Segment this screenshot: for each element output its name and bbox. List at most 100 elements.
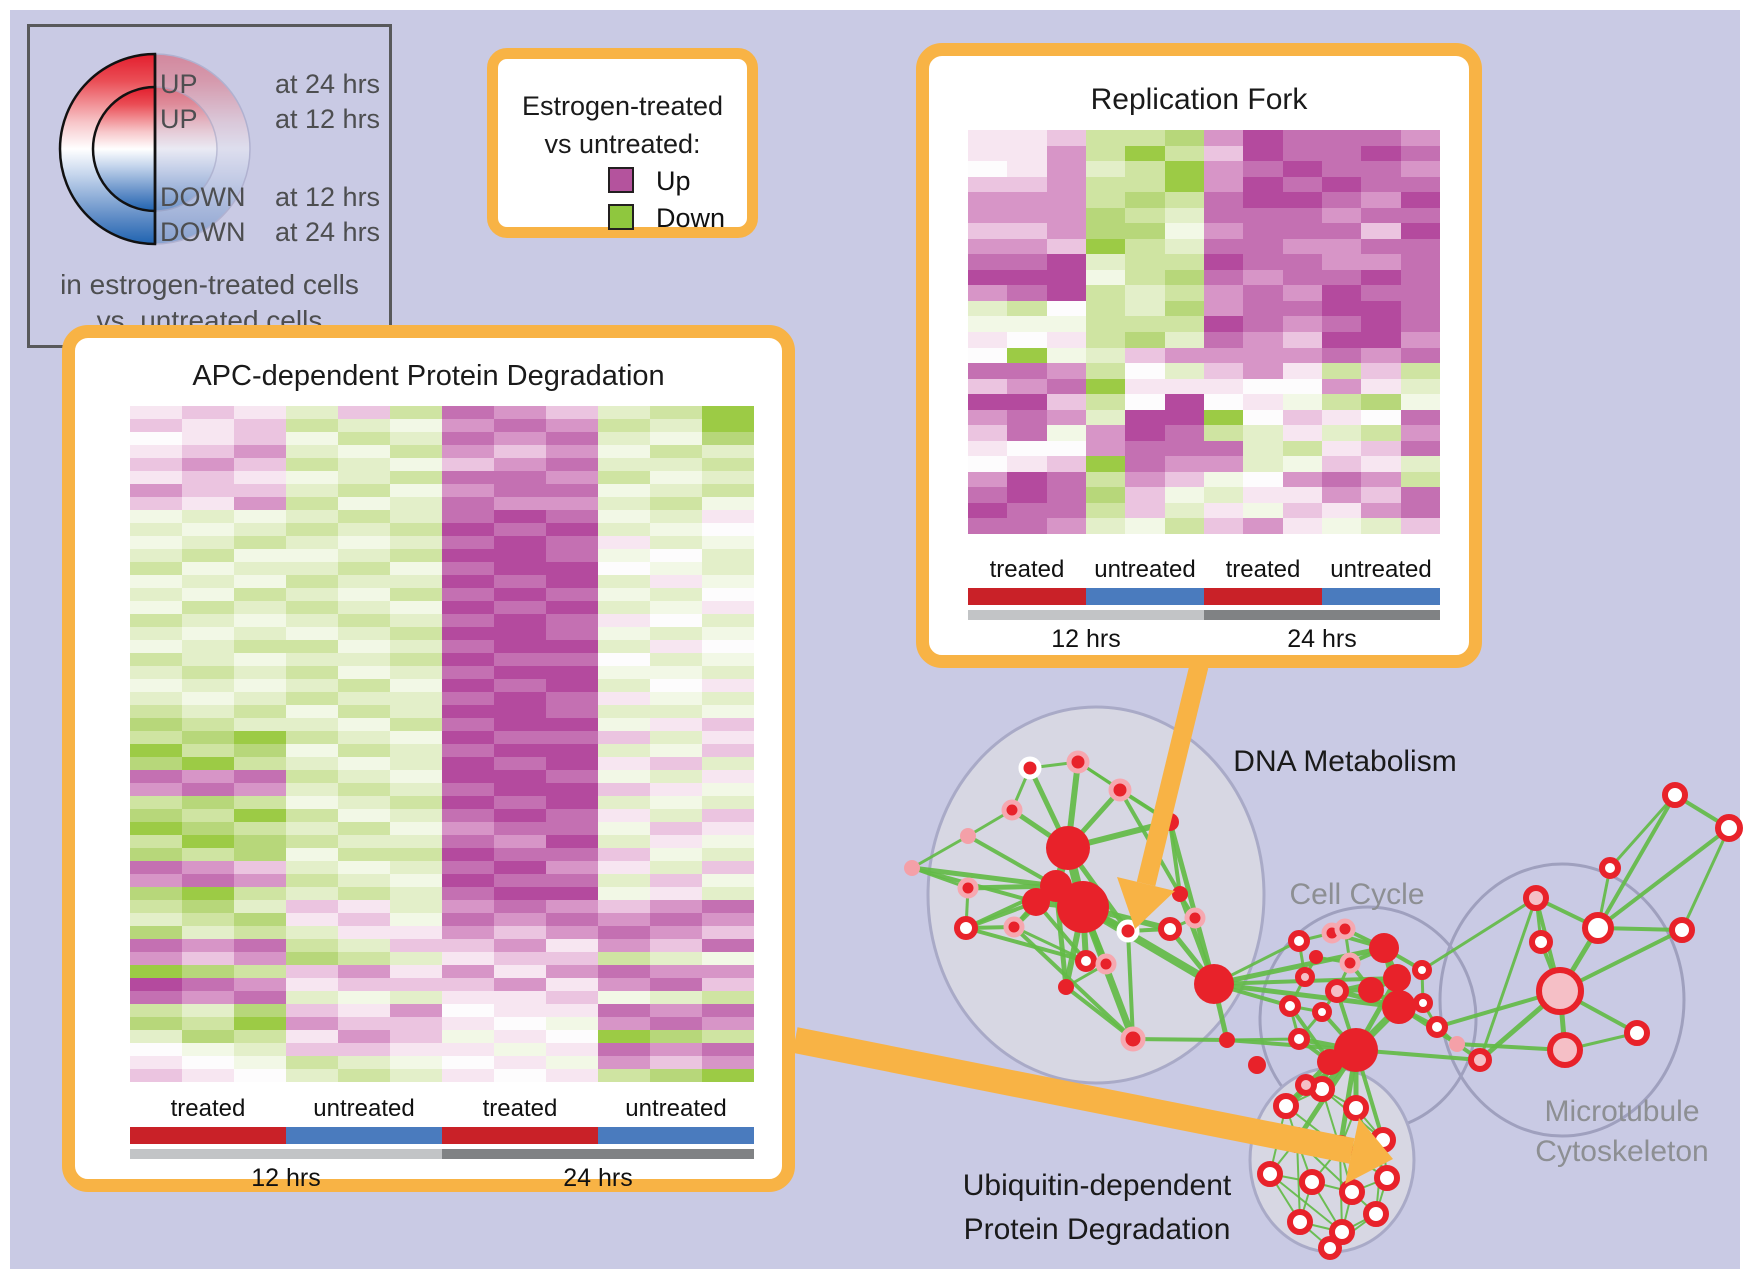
- heatmap-cell: [182, 900, 234, 913]
- network-node-ringWhite: [1662, 782, 1688, 808]
- heatmap-cell: [702, 666, 754, 679]
- heatmap-cell: [442, 497, 494, 510]
- network-node-ringWhite: [1288, 930, 1310, 952]
- heatmap-cell: [1203, 394, 1244, 410]
- heatmap-cell: [1203, 223, 1244, 239]
- heatmap-cell: [1282, 471, 1322, 488]
- axis-group-label: treated: [170, 1095, 246, 1122]
- heatmap-cell: [442, 757, 494, 770]
- heatmap-cell: [1361, 192, 1401, 208]
- heatmap-cell: [1007, 347, 1047, 364]
- heatmap-cell: [1321, 378, 1362, 395]
- network-edge: [911, 865, 1057, 889]
- network-edge: [965, 926, 1087, 963]
- heatmap-cell: [1085, 192, 1126, 208]
- heatmap-cell: [702, 887, 754, 900]
- network-edge: [1012, 925, 1135, 1041]
- heatmap-cell: [598, 835, 650, 848]
- heatmap-cell: [1007, 254, 1047, 270]
- heatmap-cell: [130, 575, 182, 588]
- heatmap-cell: [1243, 161, 1283, 177]
- heatmap-cell: [1282, 425, 1322, 441]
- heatmap-cell: [1282, 378, 1322, 395]
- heatmap-cell: [1164, 363, 1204, 379]
- heatmap-cell: [234, 783, 286, 796]
- heatmap-cell: [1203, 487, 1244, 503]
- network-node-solid: [1046, 826, 1090, 870]
- heatmap-cell: [494, 783, 546, 796]
- heatmap-cell: [1282, 300, 1322, 317]
- heatmap-cell: [130, 965, 182, 978]
- network-node-haloPink: [1334, 918, 1356, 940]
- heatmap-cell: [1125, 471, 1165, 488]
- heatmap-cell: [130, 822, 182, 835]
- heatmap-cell: [1321, 487, 1362, 503]
- heatmap-cell: [338, 601, 390, 614]
- heatmap-cell: [442, 627, 494, 640]
- heatmap-cell: [130, 484, 182, 497]
- heatmap-cell: [1243, 347, 1283, 364]
- heatmap-cell: [234, 978, 286, 991]
- heatmap-cell: [1282, 409, 1322, 426]
- heatmap-cell: [546, 510, 598, 523]
- heatmap-cell: [650, 965, 702, 978]
- heatmap-cell: [234, 497, 286, 510]
- heatmap-cell: [338, 978, 390, 991]
- heatmap-cell: [182, 1043, 234, 1056]
- network-node-ringWhite: [1363, 1201, 1389, 1227]
- heatmap-cell: [1125, 176, 1165, 193]
- cluster-shape-microtubule: [1438, 862, 1686, 1138]
- heatmap-cell: [234, 991, 286, 1004]
- heatmap-cell: [182, 1030, 234, 1043]
- heatmap-cell: [390, 666, 442, 679]
- heatmap-cell: [1243, 300, 1283, 317]
- heatmap-cell: [494, 718, 546, 731]
- heatmap-cell: [1085, 471, 1126, 488]
- heatmap-cell: [1400, 409, 1440, 426]
- heatmap-cell: [1361, 176, 1401, 193]
- heatmap-cell: [182, 406, 234, 419]
- heatmap-cell: [130, 445, 182, 458]
- heatmap-cell: [1046, 440, 1086, 457]
- heatmap-cell: [234, 965, 286, 978]
- rf-group-colorbar: [968, 588, 1440, 605]
- heatmap-cell: [1125, 409, 1165, 426]
- heatmap-cell: [598, 822, 650, 835]
- heatmap-cell: [1400, 300, 1440, 317]
- heatmap-cell: [650, 536, 702, 549]
- heatmap-cell: [702, 536, 754, 549]
- heatmap-cell: [442, 705, 494, 718]
- heatmap-cell: [338, 692, 390, 705]
- heatmap-cell: [390, 887, 442, 900]
- heatmap-cell: [1203, 518, 1244, 534]
- heatmap-cell: [1164, 409, 1204, 426]
- heatmap-cell: [1085, 161, 1126, 177]
- heatmap-cell: [598, 1069, 650, 1082]
- heatmap-cell: [1203, 425, 1244, 441]
- heatmap-cell: [338, 549, 390, 562]
- network-edge: [1608, 794, 1677, 869]
- heatmap-cell: [1243, 254, 1283, 270]
- heatmap-cell: [598, 419, 650, 432]
- heatmap-cell: [390, 965, 442, 978]
- axis-group-label: treated: [482, 1095, 558, 1122]
- heatmap-cell: [234, 952, 286, 965]
- panel-to-cluster-arrow-head: [1345, 1118, 1393, 1184]
- heatmap-cell: [390, 1030, 442, 1043]
- heatmap-cell: [494, 536, 546, 549]
- heatmap-cell: [390, 796, 442, 809]
- heatmap-cell: [338, 783, 390, 796]
- heatmap-cell: [1125, 145, 1165, 162]
- heatmap-cell: [650, 913, 702, 926]
- heatmap-cell: [1125, 518, 1165, 534]
- heatmap-cell: [1282, 456, 1322, 472]
- heatmap-cell: [650, 653, 702, 666]
- heatmap-cell: [286, 588, 338, 601]
- heatmap-cell: [286, 497, 338, 510]
- heatmap-cell: [182, 549, 234, 562]
- heatmap-cell: [1361, 161, 1401, 177]
- heatmap-cell: [546, 614, 598, 627]
- heatmap-cell: [702, 848, 754, 861]
- heatmap-cell: [598, 1004, 650, 1017]
- heatmap-cell: [546, 601, 598, 614]
